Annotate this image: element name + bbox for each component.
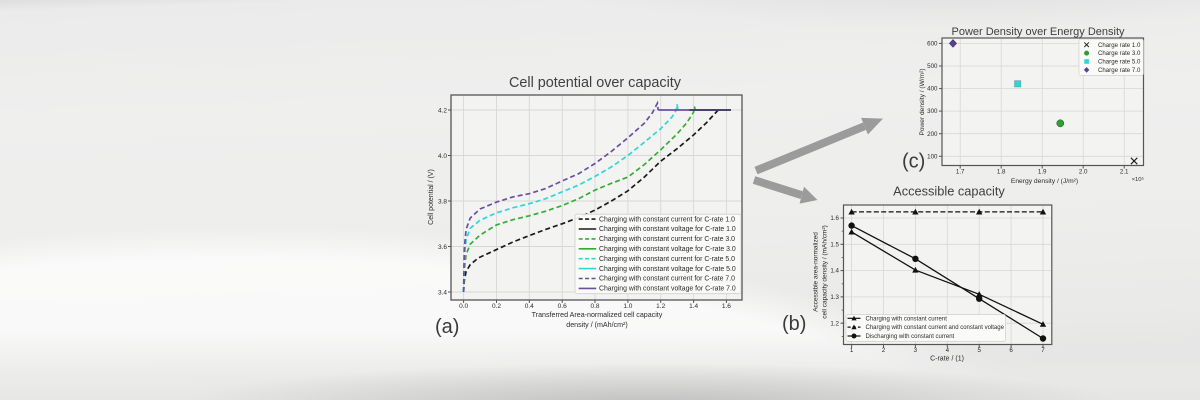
svg-text:0.6: 0.6 (558, 303, 567, 310)
svg-text:0.8: 0.8 (590, 303, 599, 310)
svg-text:600: 600 (927, 41, 938, 48)
svg-text:Cell potential / (V): Cell potential / (V) (428, 169, 435, 225)
svg-text:4.2: 4.2 (438, 107, 447, 114)
svg-text:3.8: 3.8 (438, 198, 447, 205)
svg-text:1.2: 1.2 (830, 320, 839, 327)
svg-text:Charging with constant voltage: Charging with constant voltage for C-rat… (599, 286, 736, 293)
svg-text:(b): (b) (782, 313, 806, 335)
svg-text:C-rate / (1): C-rate / (1) (930, 356, 964, 363)
svg-text:1.2: 1.2 (656, 303, 665, 310)
svg-text:2.0: 2.0 (1079, 169, 1088, 176)
svg-text:Charge rate 5.0: Charge rate 5.0 (1098, 59, 1141, 66)
svg-text:density / (mAh/cm²): density / (mAh/cm²) (566, 321, 628, 329)
svg-text:3: 3 (914, 347, 918, 354)
svg-text:Charge rate 7.0: Charge rate 7.0 (1098, 67, 1141, 74)
svg-text:3.4: 3.4 (438, 289, 447, 296)
svg-text:1: 1 (850, 347, 854, 354)
svg-text:1.5: 1.5 (830, 241, 839, 248)
svg-text:1.8: 1.8 (997, 169, 1006, 176)
svg-text:100: 100 (927, 153, 938, 160)
svg-text:Discharging with constant curr: Discharging with constant current (866, 334, 955, 340)
svg-text:Charging with constant current: Charging with constant current for C-rat… (599, 236, 735, 243)
svg-text:(a): (a) (435, 316, 459, 338)
svg-text:Accessible capacity: Accessible capacity (893, 184, 1005, 199)
svg-text:Charging with constant current: Charging with constant current for C-rat… (599, 276, 735, 283)
svg-text:cell capacity density / (mAh/c: cell capacity density / (mAh/cm²) (822, 225, 829, 319)
svg-text:1.6: 1.6 (722, 303, 731, 310)
svg-text:Cell potential over capacity: Cell potential over capacity (509, 75, 682, 91)
svg-text:Power Density over Energy Dens: Power Density over Energy Density (951, 26, 1125, 38)
svg-text:Power density / (W/m²): Power density / (W/m²) (919, 68, 926, 135)
svg-text:1.4: 1.4 (689, 303, 698, 310)
svg-text:1.3: 1.3 (830, 294, 839, 301)
svg-text:1.4: 1.4 (830, 268, 839, 275)
svg-text:4.0: 4.0 (438, 153, 447, 160)
svg-text:1.9: 1.9 (1038, 169, 1047, 176)
svg-text:Charge rate 3.0: Charge rate 3.0 (1098, 50, 1141, 57)
svg-text:3.6: 3.6 (438, 244, 447, 251)
svg-text:Charging with constant voltage: Charging with constant voltage for C-rat… (599, 226, 736, 233)
svg-text:×10⁵: ×10⁵ (1132, 176, 1145, 183)
svg-text:Accessible area-normalized: Accessible area-normalized (813, 232, 820, 312)
svg-text:1.6: 1.6 (830, 215, 839, 222)
svg-text:Transferred Area-normalized ce: Transferred Area-normalized cell capacit… (532, 311, 663, 319)
svg-text:300: 300 (927, 108, 938, 115)
svg-text:Charging with constant voltage: Charging with constant voltage for C-rat… (599, 266, 736, 273)
svg-text:0.2: 0.2 (492, 303, 501, 310)
svg-text:1.0: 1.0 (623, 303, 632, 310)
svg-text:Energy density / (J/m²): Energy density / (J/m²) (1011, 178, 1078, 185)
svg-text:1.7: 1.7 (956, 169, 965, 176)
svg-text:2.1: 2.1 (1120, 169, 1129, 176)
svg-text:400: 400 (927, 86, 938, 93)
svg-text:Charging with constant current: Charging with constant current for C-rat… (599, 256, 735, 263)
svg-text:5: 5 (977, 347, 981, 354)
svg-text:Charging with constant voltage: Charging with constant voltage for C-rat… (599, 246, 736, 253)
svg-text:Charging with constant current: Charging with constant current and const… (866, 325, 1005, 331)
svg-text:0.0: 0.0 (459, 303, 468, 310)
svg-text:Charge rate 1.0: Charge rate 1.0 (1098, 42, 1141, 49)
svg-text:2: 2 (882, 347, 886, 354)
svg-text:7: 7 (1041, 347, 1045, 354)
svg-text:Charging with constant current: Charging with constant current for C-rat… (599, 216, 735, 223)
svg-text:Charging with constant current: Charging with constant current (866, 316, 948, 322)
svg-text:0.4: 0.4 (525, 303, 534, 310)
svg-text:200: 200 (927, 131, 938, 138)
svg-text:500: 500 (927, 63, 938, 70)
svg-text:6: 6 (1009, 347, 1013, 354)
svg-text:4: 4 (946, 347, 950, 354)
svg-text:(c): (c) (902, 151, 925, 173)
